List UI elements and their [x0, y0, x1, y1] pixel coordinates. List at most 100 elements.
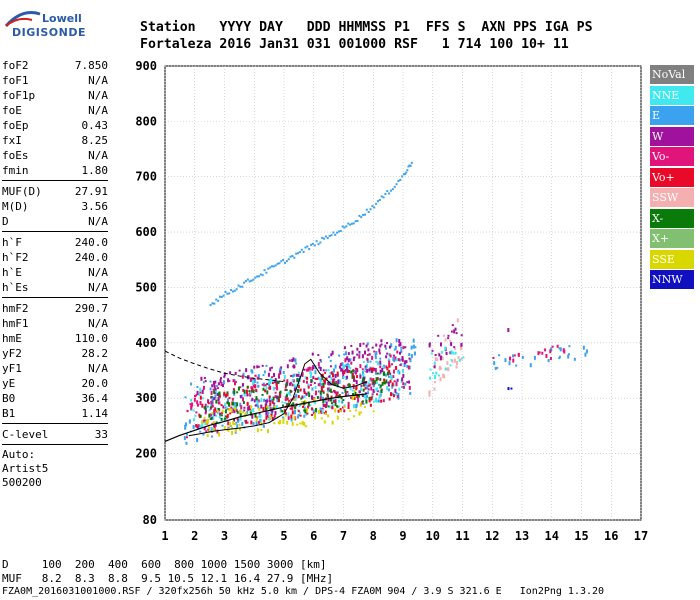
echo-mark: [375, 377, 378, 381]
echo-mark: [245, 368, 248, 373]
echo-mark: [398, 358, 401, 362]
echo-mark: [308, 393, 311, 398]
echo-mark: [451, 359, 454, 363]
echo-mark: [323, 379, 326, 383]
echo-mark: [377, 399, 380, 403]
echo-mark: [296, 388, 299, 393]
echo-mark: [284, 412, 287, 416]
echo-mark: [366, 385, 369, 390]
echo-mark: [303, 400, 306, 404]
echo-mark: [263, 370, 266, 374]
echo-mark: [203, 416, 206, 419]
echo-mark: [492, 357, 495, 360]
echo-mark: [286, 397, 289, 401]
echo-mark: [218, 295, 221, 298]
echo-mark: [256, 403, 259, 407]
echo-mark: [272, 396, 275, 401]
echo-mark: [362, 369, 365, 372]
echo-mark: [376, 390, 379, 393]
echo-mark: [327, 414, 330, 418]
echo-mark: [211, 384, 214, 388]
echo-mark: [315, 407, 318, 412]
echo-mark: [225, 406, 228, 411]
echo-mark: [221, 411, 224, 414]
x-tick-label: 8: [370, 529, 377, 543]
echo-mark: [392, 394, 395, 398]
echo-mark: [433, 387, 436, 391]
echo-mark: [258, 412, 261, 415]
echo-mark: [434, 353, 437, 356]
echo-mark: [434, 375, 437, 380]
echo-mark: [287, 258, 290, 261]
echo-mark: [297, 414, 300, 417]
echo-mark: [281, 401, 284, 404]
echo-mark: [235, 408, 238, 412]
echo-mark: [220, 404, 223, 407]
echo-mark: [239, 386, 242, 389]
echo-mark: [273, 381, 276, 384]
echo-mark: [218, 392, 221, 396]
echo-mark: [358, 214, 361, 217]
echo-mark: [240, 405, 243, 410]
param-value: 240.0: [74, 251, 108, 264]
echo-mark: [353, 356, 356, 359]
echo-mark: [394, 345, 397, 350]
echo-mark: [271, 408, 274, 413]
echo-mark: [353, 377, 356, 382]
echo-mark: [299, 388, 302, 392]
echo-mark: [375, 360, 378, 363]
echo-mark: [228, 292, 231, 295]
echo-mark: [281, 411, 284, 414]
echo-mark: [244, 280, 247, 283]
echo-mark: [220, 377, 223, 380]
echo-mark: [381, 381, 384, 386]
echo-mark: [361, 354, 364, 359]
echo-mark: [291, 379, 294, 382]
echo-mark: [353, 389, 356, 392]
echo-mark: [212, 415, 215, 420]
echo-mark: [290, 414, 293, 419]
echo-mark: [214, 407, 217, 412]
echo-mark: [455, 365, 458, 369]
echo-mark: [444, 367, 447, 371]
echo-mark: [400, 349, 403, 354]
echo-mark: [211, 422, 214, 425]
echo-mark: [321, 376, 324, 380]
echo-mark: [192, 425, 195, 430]
echo-mark: [456, 318, 459, 323]
echo-mark: [270, 413, 273, 416]
echo-mark: [234, 422, 237, 425]
echo-mark: [220, 382, 223, 387]
echo-mark: [257, 275, 260, 278]
echo-mark: [372, 384, 375, 388]
echo-mark: [239, 426, 242, 431]
y-tick-label: 500: [135, 280, 157, 294]
echo-mark: [213, 423, 216, 427]
echo-mark: [450, 350, 453, 355]
echo-mark: [226, 292, 229, 295]
echo-mark: [320, 360, 323, 363]
echo-mark: [252, 383, 255, 388]
echo-mark: [319, 410, 322, 413]
echo-mark: [270, 265, 273, 268]
echo-mark: [328, 234, 331, 237]
echo-mark: [279, 390, 282, 394]
echo-mark: [221, 424, 224, 427]
echo-mark: [204, 380, 207, 383]
echo-mark: [346, 375, 349, 379]
echo-mark: [185, 433, 188, 436]
echo-mark: [274, 395, 277, 399]
echo-mark: [277, 396, 280, 400]
echo-mark: [321, 389, 324, 393]
echo-mark: [364, 365, 367, 368]
echo-mark: [369, 360, 372, 363]
echo-mark: [278, 376, 281, 379]
echo-mark: [283, 409, 286, 413]
echo-mark: [292, 374, 295, 378]
echo-mark: [362, 388, 365, 392]
echo-mark: [248, 390, 251, 393]
echo-mark: [192, 409, 195, 412]
echo-mark: [584, 352, 587, 357]
echo-mark: [439, 377, 442, 382]
echo-mark: [305, 425, 308, 428]
